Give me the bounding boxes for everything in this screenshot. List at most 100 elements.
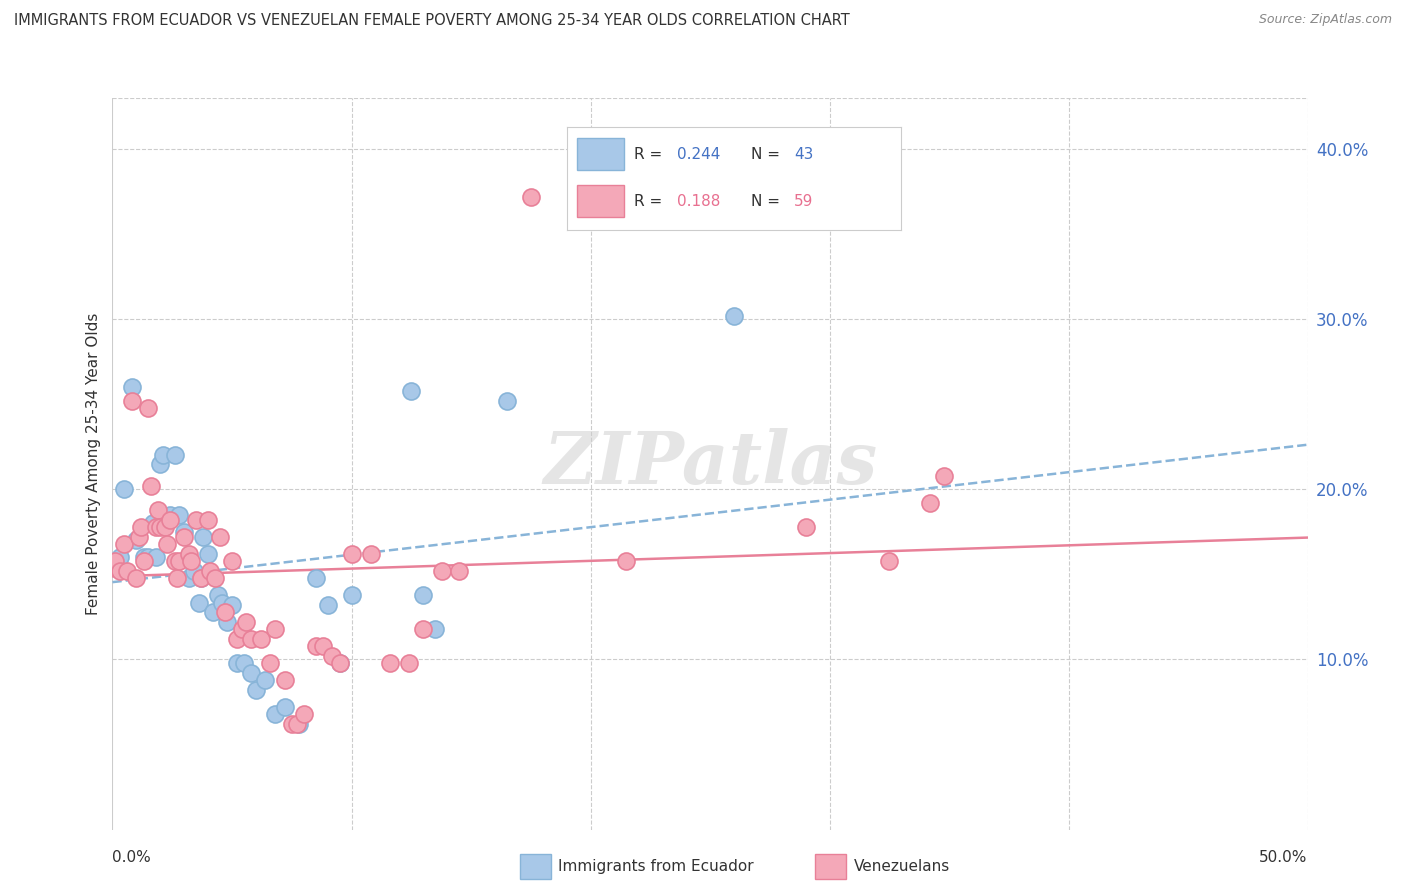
- Point: [159, 513, 181, 527]
- Point: [197, 513, 219, 527]
- Point: [169, 508, 191, 522]
- Point: [114, 483, 135, 497]
- Text: 0.0%: 0.0%: [112, 850, 152, 865]
- Point: [304, 639, 326, 653]
- Point: [328, 656, 352, 670]
- Point: [877, 554, 900, 568]
- Point: [281, 717, 304, 731]
- Point: [398, 656, 420, 670]
- Point: [273, 673, 295, 687]
- Point: [186, 513, 208, 527]
- Point: [114, 537, 135, 551]
- Point: [412, 588, 434, 602]
- Point: [520, 190, 543, 204]
- Point: [149, 520, 172, 534]
- Point: [138, 550, 160, 565]
- Point: [232, 656, 256, 670]
- Point: [264, 622, 287, 636]
- Point: [614, 554, 637, 568]
- Point: [496, 393, 519, 408]
- Point: [173, 530, 195, 544]
- Point: [187, 596, 209, 610]
- Point: [139, 479, 162, 493]
- Point: [145, 550, 167, 565]
- Point: [169, 554, 191, 568]
- Point: [316, 598, 339, 612]
- Point: [360, 547, 382, 561]
- Point: [153, 520, 176, 534]
- Point: [197, 547, 219, 561]
- Point: [794, 520, 817, 534]
- Text: 50.0%: 50.0%: [1260, 850, 1308, 865]
- Point: [273, 700, 295, 714]
- Point: [125, 571, 148, 585]
- Y-axis label: Female Poverty Among 25-34 Year Olds: Female Poverty Among 25-34 Year Olds: [86, 313, 101, 615]
- Point: [201, 605, 224, 619]
- Text: Immigrants from Ecuador: Immigrants from Ecuador: [558, 859, 754, 873]
- Point: [153, 516, 176, 531]
- Point: [340, 588, 363, 602]
- Text: Venezuelans: Venezuelans: [853, 859, 949, 873]
- Point: [240, 632, 263, 646]
- Point: [125, 533, 148, 548]
- Point: [121, 393, 143, 408]
- Point: [918, 496, 941, 510]
- Point: [173, 524, 195, 539]
- Point: [285, 717, 308, 731]
- Point: [177, 547, 200, 561]
- Point: [249, 632, 271, 646]
- Point: [104, 554, 127, 568]
- Point: [292, 706, 315, 721]
- Point: [207, 588, 229, 602]
- Point: [163, 554, 186, 568]
- Point: [225, 656, 247, 670]
- Point: [378, 656, 401, 670]
- Point: [156, 537, 179, 551]
- Point: [304, 571, 326, 585]
- Point: [108, 564, 131, 578]
- Point: [225, 632, 247, 646]
- Point: [288, 717, 311, 731]
- Point: [115, 564, 138, 578]
- Point: [190, 571, 212, 585]
- Point: [132, 554, 155, 568]
- Point: [193, 530, 215, 544]
- Point: [240, 666, 263, 681]
- Point: [425, 622, 447, 636]
- Point: [723, 309, 745, 323]
- Point: [159, 508, 181, 522]
- Point: [121, 380, 143, 394]
- Point: [235, 615, 257, 629]
- Point: [138, 401, 160, 415]
- Point: [432, 564, 454, 578]
- Point: [152, 448, 174, 462]
- Point: [149, 457, 172, 471]
- Point: [328, 656, 352, 670]
- Point: [200, 564, 222, 578]
- Point: [214, 605, 236, 619]
- Point: [183, 564, 205, 578]
- Point: [340, 547, 363, 561]
- Point: [208, 530, 231, 544]
- Point: [245, 683, 267, 698]
- Point: [217, 615, 239, 629]
- Point: [108, 550, 131, 565]
- Point: [180, 554, 202, 568]
- Point: [447, 564, 470, 578]
- Point: [934, 468, 956, 483]
- Point: [128, 530, 150, 544]
- Point: [221, 598, 243, 612]
- Point: [264, 706, 287, 721]
- Point: [254, 673, 277, 687]
- Point: [401, 384, 423, 398]
- Point: [166, 571, 188, 585]
- Point: [204, 571, 226, 585]
- Point: [190, 571, 212, 585]
- Point: [321, 648, 343, 663]
- Point: [412, 622, 434, 636]
- Point: [211, 596, 233, 610]
- Text: Source: ZipAtlas.com: Source: ZipAtlas.com: [1258, 13, 1392, 27]
- Point: [163, 448, 186, 462]
- Point: [231, 622, 253, 636]
- Text: IMMIGRANTS FROM ECUADOR VS VENEZUELAN FEMALE POVERTY AMONG 25-34 YEAR OLDS CORRE: IMMIGRANTS FROM ECUADOR VS VENEZUELAN FE…: [14, 13, 849, 29]
